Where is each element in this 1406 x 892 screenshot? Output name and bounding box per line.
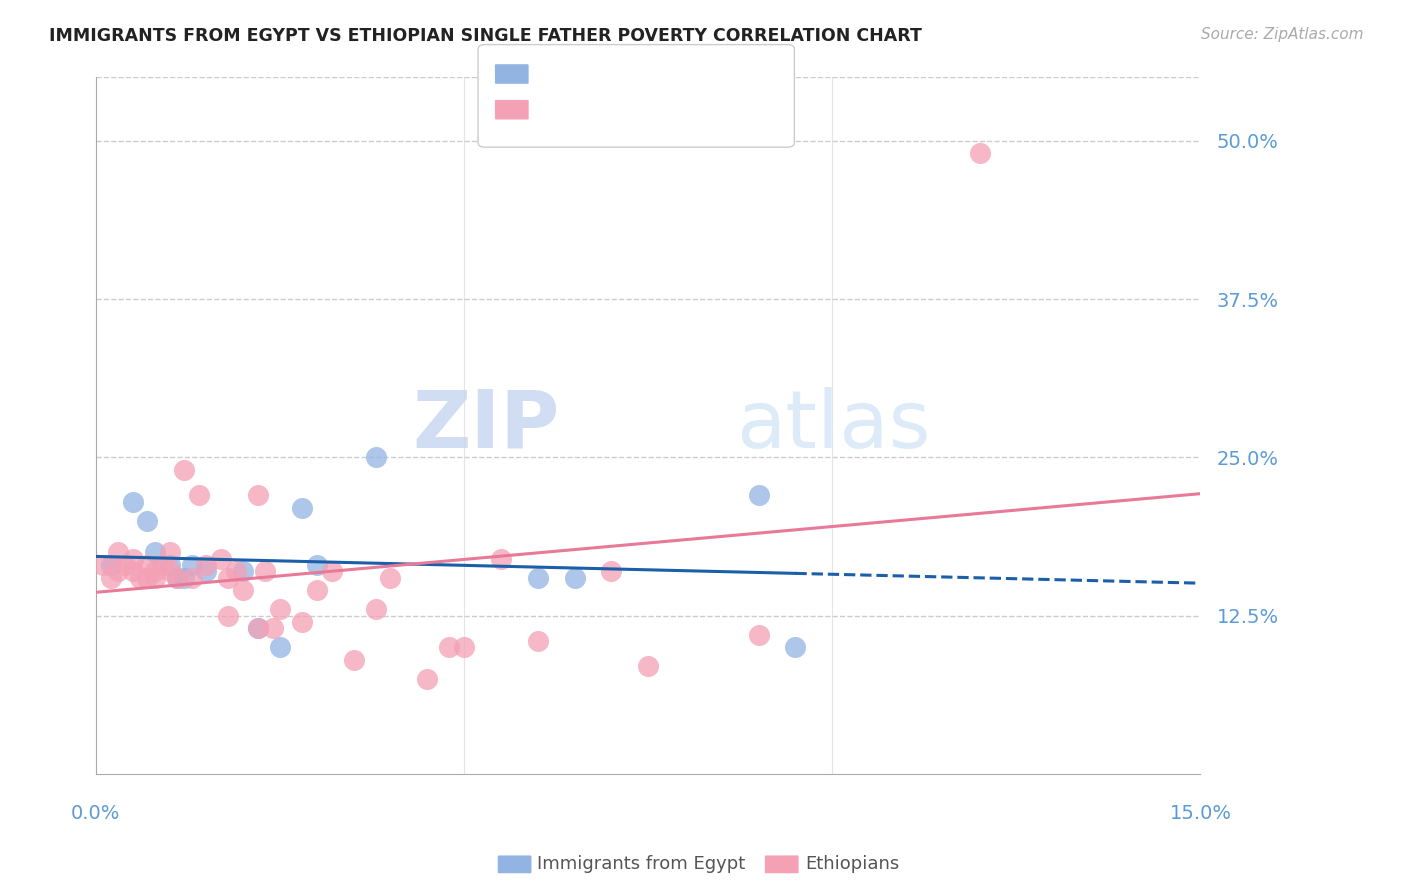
Point <box>143 564 166 578</box>
Point <box>136 571 159 585</box>
Point <box>246 488 269 502</box>
Point <box>305 558 328 572</box>
Point <box>180 571 202 585</box>
Point <box>100 558 122 572</box>
Point <box>114 558 136 572</box>
Point <box>159 564 181 578</box>
Point <box>489 551 512 566</box>
Point <box>195 558 218 572</box>
Point <box>143 571 166 585</box>
Point <box>526 571 548 585</box>
Point <box>121 551 143 566</box>
Point <box>439 640 461 655</box>
Point <box>246 621 269 635</box>
Point <box>91 558 114 572</box>
Point <box>129 571 152 585</box>
Text: R =  0.065: R = 0.065 <box>534 64 638 84</box>
Point <box>209 551 232 566</box>
Point <box>246 621 269 635</box>
Point <box>380 571 402 585</box>
Point <box>262 621 284 635</box>
Point <box>600 564 623 578</box>
Text: 0.0%: 0.0% <box>72 805 121 823</box>
Text: atlas: atlas <box>737 387 931 465</box>
Point <box>217 571 239 585</box>
Point <box>180 558 202 572</box>
Text: Immigrants from Egypt: Immigrants from Egypt <box>537 855 745 873</box>
Point <box>143 545 166 559</box>
Point <box>188 488 211 502</box>
Point <box>416 672 439 686</box>
Point <box>173 571 195 585</box>
Point <box>232 564 254 578</box>
Text: N =  19: N = 19 <box>675 64 749 84</box>
Point <box>232 583 254 598</box>
Point <box>100 571 122 585</box>
Point <box>305 583 328 598</box>
Point <box>637 659 659 673</box>
Point <box>159 545 181 559</box>
Point <box>969 146 991 161</box>
Point <box>254 564 277 578</box>
Point <box>136 558 159 572</box>
Point <box>269 602 291 616</box>
Point <box>166 571 188 585</box>
Point <box>195 564 218 578</box>
Point <box>166 571 188 585</box>
Point <box>364 602 387 616</box>
Point <box>321 564 343 578</box>
Text: 15.0%: 15.0% <box>1170 805 1232 823</box>
Point <box>291 501 314 516</box>
Text: ZIP: ZIP <box>412 387 560 465</box>
Point <box>150 558 173 572</box>
Point <box>121 564 143 578</box>
Text: Source: ZipAtlas.com: Source: ZipAtlas.com <box>1201 27 1364 42</box>
Point <box>526 634 548 648</box>
Text: R =  0.071: R = 0.071 <box>534 100 638 120</box>
Point <box>225 564 247 578</box>
Point <box>173 463 195 477</box>
Point <box>136 514 159 528</box>
Point <box>269 640 291 655</box>
Text: N =  45: N = 45 <box>675 100 749 120</box>
Point <box>564 571 586 585</box>
Point <box>748 488 770 502</box>
Point <box>107 545 129 559</box>
Point <box>343 653 366 667</box>
Point <box>748 627 770 641</box>
Point <box>291 615 314 629</box>
Point <box>364 450 387 465</box>
Text: Ethiopians: Ethiopians <box>806 855 900 873</box>
Text: IMMIGRANTS FROM EGYPT VS ETHIOPIAN SINGLE FATHER POVERTY CORRELATION CHART: IMMIGRANTS FROM EGYPT VS ETHIOPIAN SINGL… <box>49 27 922 45</box>
Point <box>159 558 181 572</box>
Point <box>121 494 143 508</box>
Point <box>453 640 475 655</box>
Point <box>785 640 807 655</box>
Point <box>107 564 129 578</box>
Point <box>217 608 239 623</box>
